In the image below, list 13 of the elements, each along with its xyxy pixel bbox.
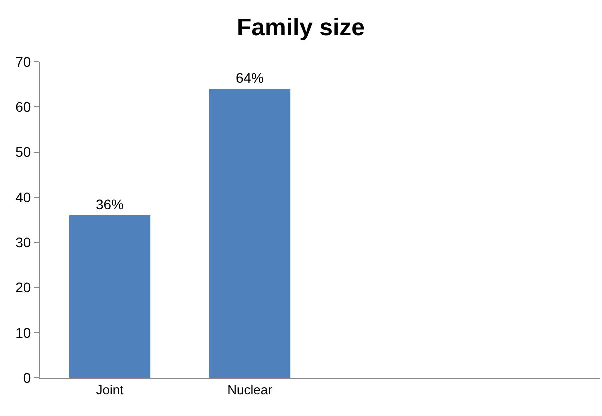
y-tick-label: 20 xyxy=(16,280,32,296)
chart-title: Family size xyxy=(236,14,366,42)
y-tick-label: 50 xyxy=(16,144,32,160)
data-label: 36% xyxy=(96,196,124,212)
y-tick-label: 60 xyxy=(16,99,32,116)
y-tick-label: 10 xyxy=(16,324,32,341)
x-tick-label: Nuclear xyxy=(228,382,274,398)
y-tick-label: 0 xyxy=(23,370,32,386)
y-tick-label: 40 xyxy=(16,189,32,206)
y-tick-label: 70 xyxy=(16,54,32,70)
data-label: 64% xyxy=(236,70,264,86)
y-tick-label: 30 xyxy=(16,234,32,250)
x-tick-label: Joint xyxy=(96,382,124,398)
